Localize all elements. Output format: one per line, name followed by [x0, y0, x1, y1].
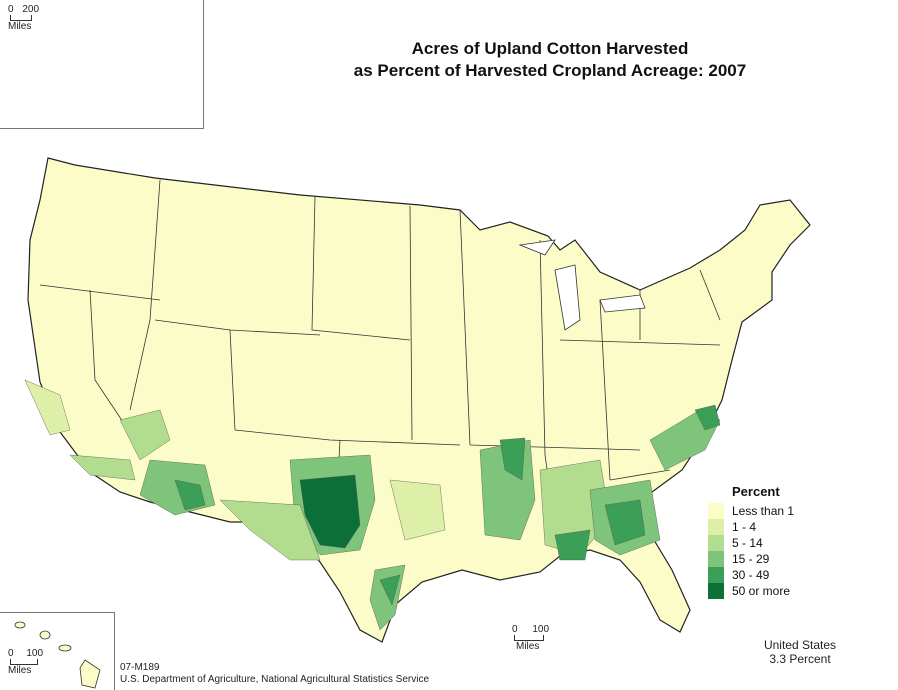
legend-swatch	[708, 519, 724, 535]
great-lakes	[518, 239, 646, 331]
map-title: Acres of Upland Cotton Harvested as Perc…	[300, 38, 800, 82]
us-summary: United States 3.3 Percent	[740, 638, 860, 666]
cotton-areas	[24, 379, 721, 631]
conterminous-us	[27, 157, 811, 643]
alaska-inset: 0 200 Miles	[0, 0, 204, 129]
legend-label: 50 or more	[732, 584, 791, 598]
scale-unit: Miles	[516, 641, 540, 652]
legend-swatch	[708, 567, 724, 583]
legend-label: Less than 1	[732, 504, 795, 518]
main-scale-bar: 0 100 Miles	[512, 624, 549, 652]
legend-swatch	[708, 503, 724, 519]
scale-zero: 0	[512, 624, 518, 635]
title-line-2: as Percent of Harvested Cropland Acreage…	[353, 61, 747, 80]
summary-label: United States	[763, 638, 837, 652]
legend-item: Less than 1	[708, 503, 794, 519]
map-code: 07-M189	[120, 662, 160, 673]
legend-item: 30 - 49	[708, 567, 794, 583]
credit: 07-M189 U.S. Department of Agriculture, …	[120, 662, 429, 686]
scale-zero: 0	[8, 648, 14, 659]
scale-value: 200	[22, 4, 40, 15]
legend-item: 5 - 14	[708, 535, 794, 551]
legend-label: 1 - 4	[732, 520, 757, 534]
legend-swatch	[708, 551, 724, 567]
title-line-1: Acres of Upland Cotton Harvested	[411, 39, 689, 58]
source-text: U.S. Department of Agriculture, National…	[120, 674, 430, 685]
scale-unit: Miles	[8, 665, 32, 676]
legend-item: 1 - 4	[708, 519, 794, 535]
legend: Percent Less than 1 1 - 4 5 - 14 15 - 29 30 …	[708, 484, 794, 599]
hawaii-shape	[14, 621, 101, 689]
hawaii-inset: 0 100 Miles	[0, 612, 115, 690]
scale-value: 100	[532, 624, 550, 635]
legend-label: 5 - 14	[732, 536, 763, 550]
legend-label: 30 - 49	[732, 568, 770, 582]
summary-value: 3.3 Percent	[769, 652, 831, 666]
scale-value: 100	[26, 648, 44, 659]
legend-swatch	[708, 583, 724, 599]
scale-unit: Miles	[8, 21, 32, 32]
legend-item: 15 - 29	[708, 551, 794, 567]
legend-title: Percent	[732, 484, 780, 499]
scale-zero: 0	[8, 4, 14, 15]
legend-swatch	[708, 535, 724, 551]
hawaii-scale-bar: 0 100 Miles	[8, 648, 43, 676]
alaska-scale-bar: 0 200 Miles	[8, 4, 39, 32]
legend-label: 15 - 29	[732, 552, 770, 566]
legend-item: 50 or more	[708, 583, 794, 599]
